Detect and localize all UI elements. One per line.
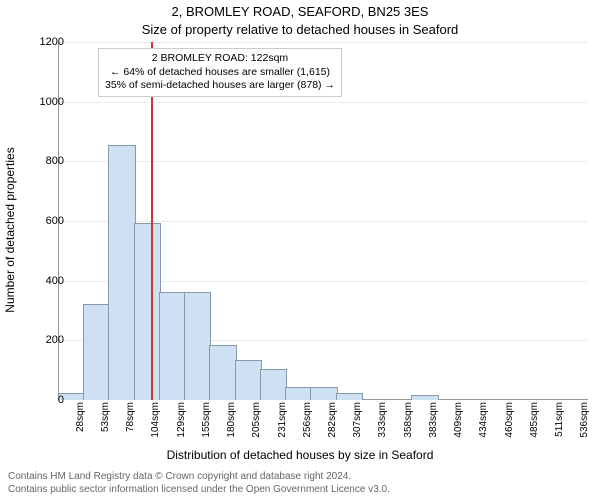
- x-tick-label: 333sqm: [377, 402, 388, 444]
- chart-title-line2: Size of property relative to detached ho…: [0, 22, 600, 37]
- histogram-bar: [108, 145, 135, 400]
- x-tick-label: 282sqm: [327, 402, 338, 444]
- y-tick-label: 600: [24, 215, 64, 227]
- x-tick-label: 511sqm: [554, 402, 565, 444]
- x-tick-label: 180sqm: [226, 402, 237, 444]
- y-tick-label: 1200: [24, 36, 64, 48]
- y-tick-label: 0: [24, 394, 64, 406]
- x-tick-label: 485sqm: [529, 402, 540, 444]
- gridline: [58, 42, 588, 43]
- annotation-line: ← 64% of detached houses are smaller (1,…: [105, 66, 335, 80]
- chart-title-line1: 2, BROMLEY ROAD, SEAFORD, BN25 3ES: [0, 4, 600, 19]
- x-tick-label: 460sqm: [504, 402, 515, 444]
- histogram-bar: [310, 387, 337, 400]
- y-tick-label: 1000: [24, 96, 64, 108]
- plot-area: 2 BROMLEY ROAD: 122sqm← 64% of detached …: [58, 42, 588, 400]
- x-tick-label: 434sqm: [478, 402, 489, 444]
- chart-footer: Contains HM Land Registry data © Crown c…: [8, 470, 390, 496]
- histogram-bar: [235, 360, 262, 400]
- histogram-bar: [411, 395, 438, 400]
- x-tick-label: 205sqm: [251, 402, 262, 444]
- histogram-bar: [209, 345, 236, 400]
- x-tick-label: 256sqm: [302, 402, 313, 444]
- x-tick-label: 104sqm: [150, 402, 161, 444]
- x-tick-label: 307sqm: [352, 402, 363, 444]
- x-tick-label: 358sqm: [403, 402, 414, 444]
- histogram-bar: [260, 369, 287, 400]
- footer-line1: Contains HM Land Registry data © Crown c…: [8, 470, 390, 483]
- x-tick-label: 409sqm: [453, 402, 464, 444]
- gridline: [58, 161, 588, 162]
- histogram-bar: [184, 292, 211, 400]
- y-tick-label: 800: [24, 155, 64, 167]
- histogram-bar: [159, 292, 186, 400]
- gridline: [58, 221, 588, 222]
- annotation-line: 35% of semi-detached houses are larger (…: [105, 79, 335, 93]
- histogram-bar: [285, 387, 312, 400]
- x-tick-label: 129sqm: [176, 402, 187, 444]
- x-tick-label: 536sqm: [579, 402, 590, 444]
- annotation-line: 2 BROMLEY ROAD: 122sqm: [105, 52, 335, 66]
- gridline: [58, 102, 588, 103]
- x-tick-label: 155sqm: [201, 402, 212, 444]
- x-tick-label: 28sqm: [75, 402, 86, 444]
- x-tick-label: 78sqm: [125, 402, 136, 444]
- y-tick-label: 400: [24, 275, 64, 287]
- x-tick-label: 383sqm: [428, 402, 439, 444]
- footer-line2: Contains public sector information licen…: [8, 483, 390, 496]
- histogram-bar: [336, 393, 363, 400]
- histogram-bar: [134, 223, 161, 400]
- x-tick-label: 53sqm: [100, 402, 111, 444]
- y-axis-label: Number of detached properties: [3, 147, 17, 312]
- y-tick-label: 200: [24, 334, 64, 346]
- x-tick-label: 231sqm: [277, 402, 288, 444]
- histogram-bar: [83, 304, 110, 400]
- x-axis-label: Distribution of detached houses by size …: [0, 448, 600, 462]
- annotation-box: 2 BROMLEY ROAD: 122sqm← 64% of detached …: [98, 48, 342, 97]
